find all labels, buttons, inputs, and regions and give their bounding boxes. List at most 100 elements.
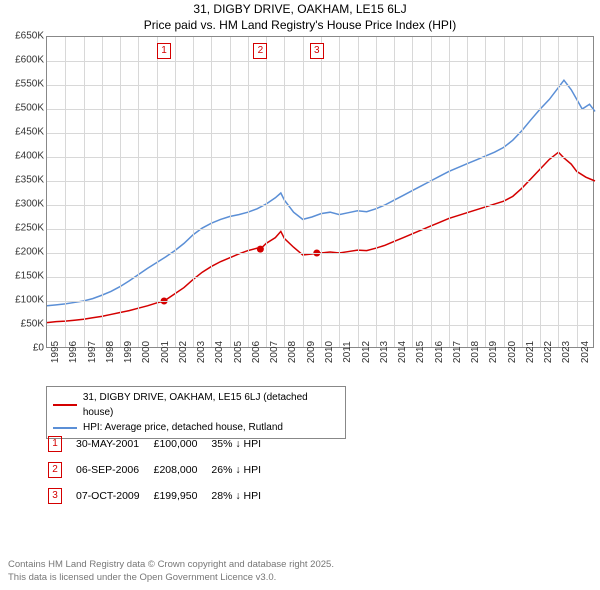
y-axis-label: £50K xyxy=(0,319,44,330)
vgrid xyxy=(120,37,121,347)
sale-num-box: 1 xyxy=(48,436,62,452)
y-axis-label: £500K xyxy=(0,103,44,114)
vgrid xyxy=(321,37,322,347)
vgrid xyxy=(193,37,194,347)
sale-price: £208,000 xyxy=(154,458,210,482)
sale-date: 07-OCT-2009 xyxy=(76,484,152,508)
chart-title: 31, DIGBY DRIVE, OAKHAM, LE15 6LJ Price … xyxy=(0,0,600,33)
sale-price: £100,000 xyxy=(154,432,210,456)
hgrid xyxy=(47,61,593,62)
plot-area: 123 xyxy=(46,36,594,348)
x-axis-label: 1999 xyxy=(123,341,134,363)
vgrid xyxy=(138,37,139,347)
x-axis-label: 2007 xyxy=(269,341,280,363)
vgrid xyxy=(431,37,432,347)
vgrid xyxy=(449,37,450,347)
y-axis-label: £450K xyxy=(0,127,44,138)
vgrid xyxy=(376,37,377,347)
x-axis-label: 2017 xyxy=(452,341,463,363)
x-axis-label: 2008 xyxy=(287,341,298,363)
sale-delta: 26% ↓ HPI xyxy=(211,458,273,482)
x-axis-label: 1995 xyxy=(50,341,61,363)
x-axis-label: 2004 xyxy=(214,341,225,363)
y-axis-label: £150K xyxy=(0,271,44,282)
vgrid xyxy=(540,37,541,347)
vgrid xyxy=(358,37,359,347)
x-axis-label: 2022 xyxy=(543,341,554,363)
footer-line-2: This data is licensed under the Open Gov… xyxy=(8,572,334,584)
vgrid xyxy=(157,37,158,347)
y-axis-label: £400K xyxy=(0,151,44,162)
vgrid xyxy=(84,37,85,347)
x-axis-label: 2006 xyxy=(251,341,262,363)
hgrid xyxy=(47,301,593,302)
hgrid xyxy=(47,133,593,134)
x-axis-label: 2018 xyxy=(470,341,481,363)
vgrid xyxy=(102,37,103,347)
x-axis-label: 2012 xyxy=(361,341,372,363)
sale-num-box: 2 xyxy=(48,462,62,478)
sale-date: 06-SEP-2006 xyxy=(76,458,152,482)
y-axis-label: £250K xyxy=(0,223,44,234)
vgrid xyxy=(577,37,578,347)
legend-item: 31, DIGBY DRIVE, OAKHAM, LE15 6LJ (detac… xyxy=(53,390,339,420)
legend-swatch xyxy=(53,404,77,406)
y-axis-label: £0 xyxy=(0,343,44,354)
x-axis-label: 2005 xyxy=(233,341,244,363)
x-axis-label: 1998 xyxy=(105,341,116,363)
vgrid xyxy=(284,37,285,347)
vgrid xyxy=(303,37,304,347)
vgrid xyxy=(522,37,523,347)
sale-row: 3 07-OCT-2009£199,95028% ↓ HPI xyxy=(48,484,273,508)
x-axis-label: 2020 xyxy=(507,341,518,363)
x-axis-label: 2024 xyxy=(580,341,591,363)
hgrid xyxy=(47,325,593,326)
sale-date: 30-MAY-2001 xyxy=(76,432,152,456)
y-axis-label: £650K xyxy=(0,31,44,42)
vgrid xyxy=(175,37,176,347)
hgrid xyxy=(47,157,593,158)
x-axis-label: 2016 xyxy=(434,341,445,363)
hgrid xyxy=(47,109,593,110)
hgrid xyxy=(47,253,593,254)
x-axis-label: 2010 xyxy=(324,341,335,363)
sale-num-box: 3 xyxy=(48,488,62,504)
hgrid xyxy=(47,205,593,206)
x-axis-label: 2021 xyxy=(525,341,536,363)
y-axis-label: £600K xyxy=(0,55,44,66)
x-axis-label: 2014 xyxy=(397,341,408,363)
footer: Contains HM Land Registry data © Crown c… xyxy=(8,559,334,584)
vgrid xyxy=(504,37,505,347)
sales-table: 1 30-MAY-2001£100,00035% ↓ HPI 2 06-SEP-200… xyxy=(46,430,275,510)
x-axis-label: 2013 xyxy=(379,341,390,363)
y-axis-label: £350K xyxy=(0,175,44,186)
y-axis-label: £100K xyxy=(0,295,44,306)
sale-row: 1 30-MAY-2001£100,00035% ↓ HPI xyxy=(48,432,273,456)
vgrid xyxy=(230,37,231,347)
y-axis-label: £550K xyxy=(0,79,44,90)
x-axis-label: 2003 xyxy=(196,341,207,363)
hgrid xyxy=(47,85,593,86)
hgrid xyxy=(47,277,593,278)
x-axis-label: 2019 xyxy=(488,341,499,363)
vgrid xyxy=(266,37,267,347)
footer-line-1: Contains HM Land Registry data © Crown c… xyxy=(8,559,334,571)
y-axis-label: £200K xyxy=(0,247,44,258)
legend-swatch xyxy=(53,427,77,429)
sale-delta: 35% ↓ HPI xyxy=(211,432,273,456)
legend-label: 31, DIGBY DRIVE, OAKHAM, LE15 6LJ (detac… xyxy=(83,390,339,420)
sale-price: £199,950 xyxy=(154,484,210,508)
x-axis-label: 2001 xyxy=(160,341,171,363)
x-axis-label: 2023 xyxy=(561,341,572,363)
vgrid xyxy=(394,37,395,347)
vgrid xyxy=(467,37,468,347)
sale-delta: 28% ↓ HPI xyxy=(211,484,273,508)
sale-dot xyxy=(257,246,264,253)
vgrid xyxy=(485,37,486,347)
x-axis-label: 2002 xyxy=(178,341,189,363)
hgrid xyxy=(47,181,593,182)
x-axis-label: 2009 xyxy=(306,341,317,363)
title-line-1: 31, DIGBY DRIVE, OAKHAM, LE15 6LJ xyxy=(0,2,600,18)
vgrid xyxy=(248,37,249,347)
x-axis-label: 2000 xyxy=(141,341,152,363)
